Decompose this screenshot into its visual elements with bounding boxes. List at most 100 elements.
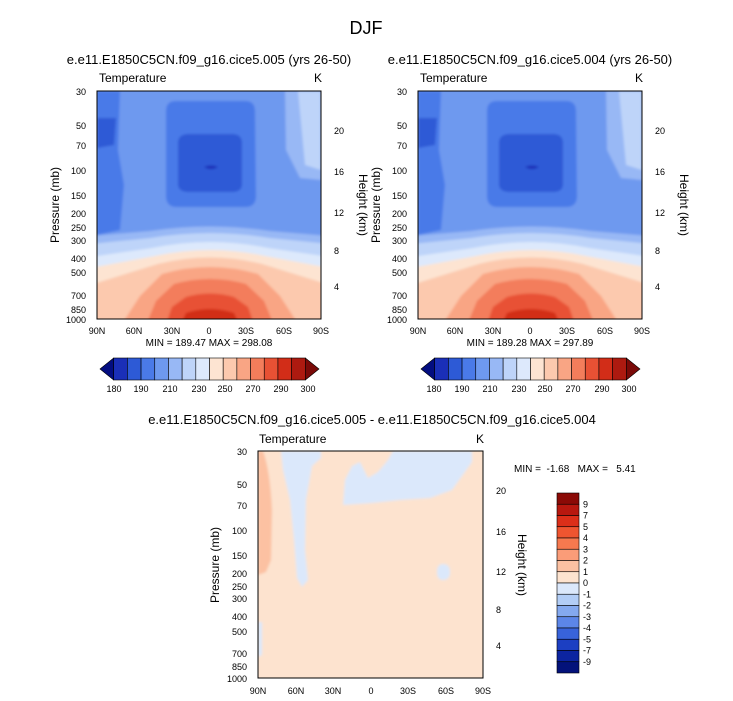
panel-3-colorbar-box-13 [556, 638, 580, 651]
panel-2-colorbar-box-9 [543, 357, 559, 381]
panel-2-y2-ticks: 20 16 12 8 4 [655, 126, 665, 292]
panel-3-colorbar-box-6 [556, 560, 580, 573]
panel-1-colorbar-label-230: 230 [191, 384, 206, 394]
panel-3-field-label: Temperature [259, 432, 327, 446]
panel-3-y-tick-400: 400 [232, 612, 247, 622]
panel-2-y-tick-850: 850 [392, 305, 407, 315]
panel-1-colorbar-label-180: 180 [106, 384, 121, 394]
panel-3-colorbar-label-8: -1 [583, 589, 591, 599]
panel-3-colorbar-box-14 [556, 650, 580, 663]
panel-2-colorbar: 180 190 210 230 250 270 290 300 [420, 357, 641, 394]
panel-2-y-ticks: 30 50 70 100 150 200 250 300 400 500 700… [387, 87, 407, 325]
panel-3-plot-border [257, 450, 484, 679]
panel-1-units: K [314, 71, 322, 85]
panel-2-colorbar-box-11 [571, 357, 586, 381]
panel-2-y2-tick-4: 4 [655, 282, 660, 292]
panel-3-fill-1-2 [258, 451, 272, 575]
panel-1-contour-field [97, 91, 321, 319]
panel-3-y2-axis-title: Height (km) [515, 534, 529, 596]
panel-3-y2-tick-20: 20 [496, 486, 506, 496]
panel-2-colorbar-label-190: 190 [454, 384, 469, 394]
panel-3-colorbar-box-12 [556, 627, 580, 640]
panel-3-y-tick-150: 150 [232, 551, 247, 561]
panel-2-fill-230-240 [619, 91, 642, 170]
panel-3-colorbar-label-5: 2 [583, 556, 588, 566]
panel-1-colorbar-end-high [305, 357, 320, 381]
panel-2-colorbar-box-14 [612, 357, 627, 381]
panel-2-fill-190-200-left [418, 118, 437, 148]
panel-2-colorbar-box-5 [489, 357, 504, 381]
panel-1-colorbar-box-6 [181, 357, 197, 381]
panel-2-y-tick-200: 200 [392, 209, 407, 219]
panel-2-y-tick-250: 250 [392, 223, 407, 233]
panel-1-y-tick-150: 150 [71, 191, 86, 201]
panel-1-x-tick-90N: 90N [89, 326, 106, 336]
panel-1-colorbar-box-5 [168, 357, 183, 381]
panel-1-y2-tick-4: 4 [334, 282, 339, 292]
panel-1-y2-tick-8: 8 [334, 246, 339, 256]
panel-2-units: K [635, 71, 643, 85]
panel-1-x-tick-30N: 30N [164, 326, 181, 336]
panel-3-y-tick-100: 100 [232, 526, 247, 536]
panel-3-fill-minus1-0-a [281, 451, 321, 587]
panel-2-colorbar-box-6 [502, 357, 518, 381]
panel-1-y-tick-250: 250 [71, 223, 86, 233]
panel-3-colorbar-box-0 [556, 492, 580, 505]
panel-2-colorbar-label-270: 270 [565, 384, 580, 394]
panel-3-title: e.e11.E1850C5CN.f09_g16.cice5.005 - e.e1… [148, 412, 596, 427]
panel-3-y-tick-500: 500 [232, 627, 247, 637]
panel-1-x-tick-0: 0 [206, 326, 211, 336]
panel-2-x-tick-90S: 90S [634, 326, 650, 336]
panel-2-title: e.e11.E1850C5CN.f09_g16.cice5.004 (yrs 2… [388, 52, 673, 67]
panel-2-y-tick-30: 30 [397, 87, 407, 97]
panel-3-y-tick-50: 50 [237, 480, 247, 490]
panel-3-x-tick-30S: 30S [400, 686, 416, 696]
panel-1-y2-ticks: 20 16 12 8 4 [334, 126, 344, 292]
panel-1-colorbar-label-290: 290 [273, 384, 288, 394]
panel-3: e.e11.E1850C5CN.f09_g16.cice5.005 - e.e1… [148, 412, 636, 696]
panel-3-y2-tick-12: 12 [496, 567, 506, 577]
panel-3-y2-tick-4: 4 [496, 641, 501, 651]
panel-3-y-tick-300: 300 [232, 594, 247, 604]
panel-2-colorbar-label-210: 210 [482, 384, 497, 394]
panel-1: e.e11.E1850C5CN.f09_g16.cice5.005 (yrs 2… [48, 52, 370, 394]
panel-1-colorbar-box-8 [209, 357, 224, 381]
panel-1-fill-295-300 [183, 309, 237, 319]
panel-2-y-tick-300: 300 [392, 236, 407, 246]
panel-3-y-tick-850: 850 [232, 662, 247, 672]
panel-2-colorbar-box-2 [448, 357, 463, 381]
panel-1-title: e.e11.E1850C5CN.f09_g16.cice5.005 (yrs 2… [67, 52, 352, 67]
panel-2-x-tick-60S: 60S [597, 326, 613, 336]
panel-2-colorbar-box-12 [584, 357, 600, 381]
panel-1-x-ticks: 90N 60N 30N 0 30S 60S 90S [89, 326, 329, 336]
panel-1-colorbar-box-11 [250, 357, 265, 381]
panel-3-colorbar-box-8 [556, 582, 580, 595]
panel-1-colorbar-box-2 [127, 357, 142, 381]
panel-2-plot-border [417, 90, 643, 320]
panel-2-x-tick-90N: 90N [410, 326, 427, 336]
panel-3-y-ticks: 30 50 70 100 150 200 250 300 400 500 700… [227, 447, 247, 684]
panel-3-colorbar-box-10 [556, 605, 580, 618]
panel-3-colorbar-label-4: 3 [583, 544, 588, 554]
panel-1-colorbar-box-3 [140, 357, 156, 381]
panel-1-y-tick-30: 30 [76, 87, 86, 97]
panel-1-plot-border [96, 90, 322, 320]
panel-3-y-tick-250: 250 [232, 582, 247, 592]
panel-3-colorbar-label-2: 5 [583, 522, 588, 532]
panel-3-x-tick-60N: 60N [288, 686, 305, 696]
panel-3-colorbar-label-13: -7 [583, 646, 591, 656]
panel-3-y2-ticks: 20 16 12 8 4 [496, 486, 506, 651]
panel-3-x-tick-30N: 30N [325, 686, 342, 696]
panel-2-colorbar-box-3 [461, 357, 477, 381]
figure-title: DJF [350, 18, 383, 38]
panel-1-colorbar-box-4 [154, 357, 169, 381]
panel-3-contour-field [258, 451, 483, 678]
panel-2-colorbar-labels: 180 190 210 230 250 270 290 300 [426, 384, 636, 394]
panel-2-x-tick-30N: 30N [485, 326, 502, 336]
panel-3-y2-tick-8: 8 [496, 605, 501, 615]
panel-1-field-label: Temperature [99, 71, 167, 85]
panel-3-y-tick-70: 70 [237, 501, 247, 511]
panel-3-colorbar-label-6: 1 [583, 567, 588, 577]
panel-1-fill-230-240 [298, 91, 321, 170]
